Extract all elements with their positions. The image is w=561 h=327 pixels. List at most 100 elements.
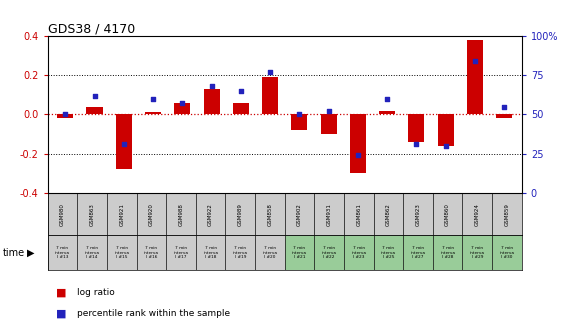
Point <box>295 112 304 117</box>
Bar <box>374 193 403 235</box>
Bar <box>166 235 196 270</box>
Bar <box>314 193 344 235</box>
Text: 7 min
interva
l #25: 7 min interva l #25 <box>381 246 396 259</box>
Bar <box>262 77 278 114</box>
Bar <box>462 235 492 270</box>
Text: 7 min
interva
l #18: 7 min interva l #18 <box>203 246 218 259</box>
Bar <box>226 193 255 235</box>
Point <box>500 104 509 109</box>
Bar <box>291 114 307 130</box>
Point <box>265 69 274 75</box>
Text: GSM924: GSM924 <box>475 203 480 226</box>
Text: GSM923: GSM923 <box>416 203 421 226</box>
Text: GSM988: GSM988 <box>178 203 183 226</box>
Text: GSM860: GSM860 <box>445 203 450 226</box>
Bar <box>196 193 226 235</box>
Text: GSM980: GSM980 <box>60 203 65 226</box>
Text: GSM989: GSM989 <box>238 203 243 226</box>
Text: GSM922: GSM922 <box>208 203 213 226</box>
Bar <box>226 235 255 270</box>
Bar <box>166 193 196 235</box>
Bar <box>379 111 395 114</box>
Point <box>61 112 70 117</box>
Bar <box>196 235 226 270</box>
Text: GSM862: GSM862 <box>386 203 391 226</box>
Bar <box>77 235 107 270</box>
Text: ■: ■ <box>56 309 67 319</box>
Bar <box>174 103 190 114</box>
Point <box>441 143 450 148</box>
Text: 7 min
interva
l #21: 7 min interva l #21 <box>292 246 307 259</box>
Text: GSM931: GSM931 <box>327 203 332 226</box>
Bar <box>320 114 337 134</box>
Text: 7 min
interva
l #27: 7 min interva l #27 <box>411 246 426 259</box>
Bar <box>145 112 161 114</box>
Bar <box>77 193 107 235</box>
Text: 7 min
interva
l #29: 7 min interva l #29 <box>470 246 485 259</box>
Bar <box>233 103 249 114</box>
Point <box>119 142 128 147</box>
Text: log ratio: log ratio <box>77 288 115 297</box>
Bar <box>408 114 425 142</box>
Bar <box>136 235 166 270</box>
Bar <box>403 193 433 235</box>
Text: GDS38 / 4170: GDS38 / 4170 <box>48 23 135 36</box>
Text: 7 min
interva
l #14: 7 min interva l #14 <box>85 246 100 259</box>
Bar <box>136 193 166 235</box>
Text: 7 min
interva
l #16: 7 min interva l #16 <box>144 246 159 259</box>
Bar <box>284 193 314 235</box>
Text: ▶: ▶ <box>27 248 34 258</box>
Bar <box>433 193 462 235</box>
Bar <box>492 193 522 235</box>
Bar <box>107 193 136 235</box>
Text: 7 min
interva
l #30: 7 min interva l #30 <box>499 246 514 259</box>
Bar <box>57 114 73 118</box>
Point <box>149 96 158 101</box>
Text: GSM863: GSM863 <box>90 203 95 226</box>
Text: 7 min
interva
l #23: 7 min interva l #23 <box>351 246 366 259</box>
Text: 7 min
interva
l #19: 7 min interva l #19 <box>233 246 248 259</box>
Text: GSM920: GSM920 <box>149 203 154 226</box>
Text: GSM858: GSM858 <box>268 203 273 226</box>
Text: 7 min
interva
l #13: 7 min interva l #13 <box>55 246 70 259</box>
Bar <box>116 114 132 169</box>
Bar <box>314 235 344 270</box>
Bar <box>86 107 103 114</box>
Bar <box>462 193 492 235</box>
Bar <box>204 89 219 114</box>
Bar <box>48 235 77 270</box>
Bar <box>438 114 454 146</box>
Bar <box>284 235 314 270</box>
Text: GSM861: GSM861 <box>356 203 361 226</box>
Text: GSM921: GSM921 <box>119 203 124 226</box>
Point <box>412 142 421 147</box>
Bar <box>48 193 77 235</box>
Bar <box>374 235 403 270</box>
Text: ■: ■ <box>56 288 67 298</box>
Point <box>90 93 99 98</box>
Text: percentile rank within the sample: percentile rank within the sample <box>77 309 231 318</box>
Point <box>471 59 480 64</box>
Bar <box>492 235 522 270</box>
Point <box>353 153 362 158</box>
Text: 7 min
interva
l #22: 7 min interva l #22 <box>321 246 337 259</box>
Text: 7 min
interva
l #17: 7 min interva l #17 <box>173 246 188 259</box>
Text: 7 min
interva
l #20: 7 min interva l #20 <box>263 246 277 259</box>
Bar <box>350 114 366 173</box>
Bar <box>433 235 462 270</box>
Point <box>236 88 245 94</box>
Point <box>178 101 187 106</box>
Bar <box>496 114 512 118</box>
Bar <box>255 193 284 235</box>
Text: 7 min
interva
l #15: 7 min interva l #15 <box>114 246 129 259</box>
Point <box>383 96 392 101</box>
Bar <box>403 235 433 270</box>
Bar <box>467 40 483 114</box>
Bar <box>344 235 374 270</box>
Point <box>324 109 333 114</box>
Point <box>207 84 216 89</box>
Bar <box>107 235 136 270</box>
Bar <box>255 235 284 270</box>
Text: 7 min
interva
l #28: 7 min interva l #28 <box>440 246 455 259</box>
Text: GSM859: GSM859 <box>504 203 509 226</box>
